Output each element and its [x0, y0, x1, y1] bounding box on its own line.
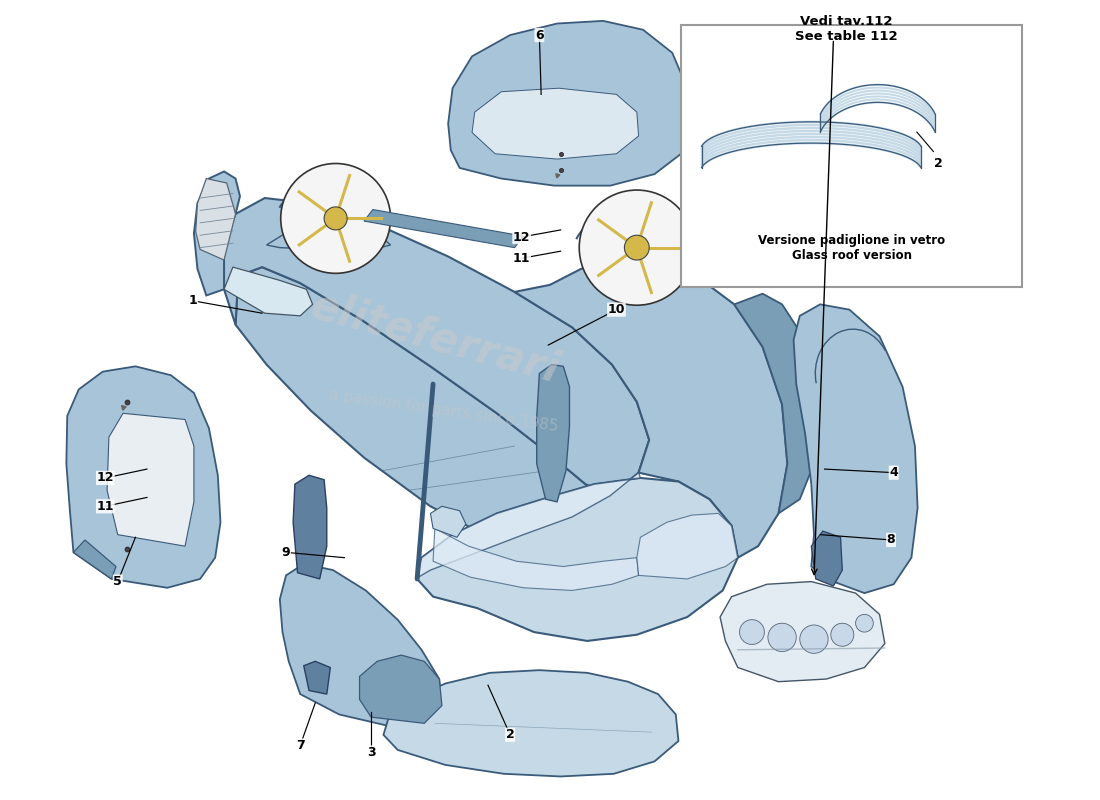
Circle shape	[324, 207, 348, 230]
Text: 7: 7	[296, 739, 305, 752]
Polygon shape	[304, 662, 330, 694]
Polygon shape	[416, 473, 640, 579]
Polygon shape	[224, 267, 312, 316]
Text: 10: 10	[607, 303, 625, 316]
Polygon shape	[537, 365, 570, 502]
Text: 5: 5	[113, 575, 122, 588]
Text: 6: 6	[535, 29, 543, 42]
Polygon shape	[472, 88, 639, 159]
Text: 11: 11	[513, 252, 530, 265]
Text: 3: 3	[366, 746, 375, 759]
Text: 2: 2	[934, 158, 943, 170]
Polygon shape	[293, 475, 327, 579]
Text: Versione padiglione in vetro
Glass roof version: Versione padiglione in vetro Glass roof …	[758, 234, 945, 262]
Polygon shape	[384, 670, 679, 777]
Circle shape	[280, 163, 390, 274]
Polygon shape	[417, 478, 738, 641]
Circle shape	[800, 625, 828, 654]
Polygon shape	[107, 414, 194, 546]
FancyBboxPatch shape	[681, 26, 1022, 286]
Text: Vedi tav.112
See table 112: Vedi tav.112 See table 112	[795, 14, 898, 42]
Polygon shape	[360, 655, 442, 723]
Polygon shape	[433, 529, 639, 590]
Polygon shape	[364, 210, 524, 248]
Text: 12: 12	[97, 471, 114, 485]
Polygon shape	[74, 540, 116, 579]
Text: 11: 11	[97, 500, 114, 513]
Text: 8: 8	[887, 534, 895, 546]
Polygon shape	[793, 304, 917, 593]
Polygon shape	[734, 294, 816, 514]
Polygon shape	[279, 564, 442, 726]
Circle shape	[830, 623, 854, 646]
Polygon shape	[448, 21, 690, 186]
Polygon shape	[720, 582, 884, 682]
Text: 12: 12	[513, 230, 530, 243]
Polygon shape	[515, 260, 788, 558]
Polygon shape	[235, 267, 635, 570]
Circle shape	[768, 623, 796, 651]
Circle shape	[856, 614, 873, 632]
Polygon shape	[194, 171, 240, 295]
Polygon shape	[812, 531, 843, 586]
Polygon shape	[266, 227, 390, 250]
Polygon shape	[637, 514, 738, 579]
Circle shape	[739, 620, 764, 645]
Circle shape	[580, 190, 694, 306]
Text: 9: 9	[282, 546, 290, 559]
Circle shape	[625, 235, 649, 260]
Polygon shape	[430, 506, 465, 538]
Text: 4: 4	[889, 466, 898, 479]
Polygon shape	[66, 366, 220, 588]
Text: a passion for parts since 1985: a passion for parts since 1985	[328, 387, 559, 434]
Text: 1: 1	[188, 294, 197, 307]
Polygon shape	[224, 198, 649, 496]
Text: eliteferrari: eliteferrari	[306, 285, 563, 391]
Text: 2: 2	[506, 728, 515, 742]
Polygon shape	[196, 178, 235, 260]
